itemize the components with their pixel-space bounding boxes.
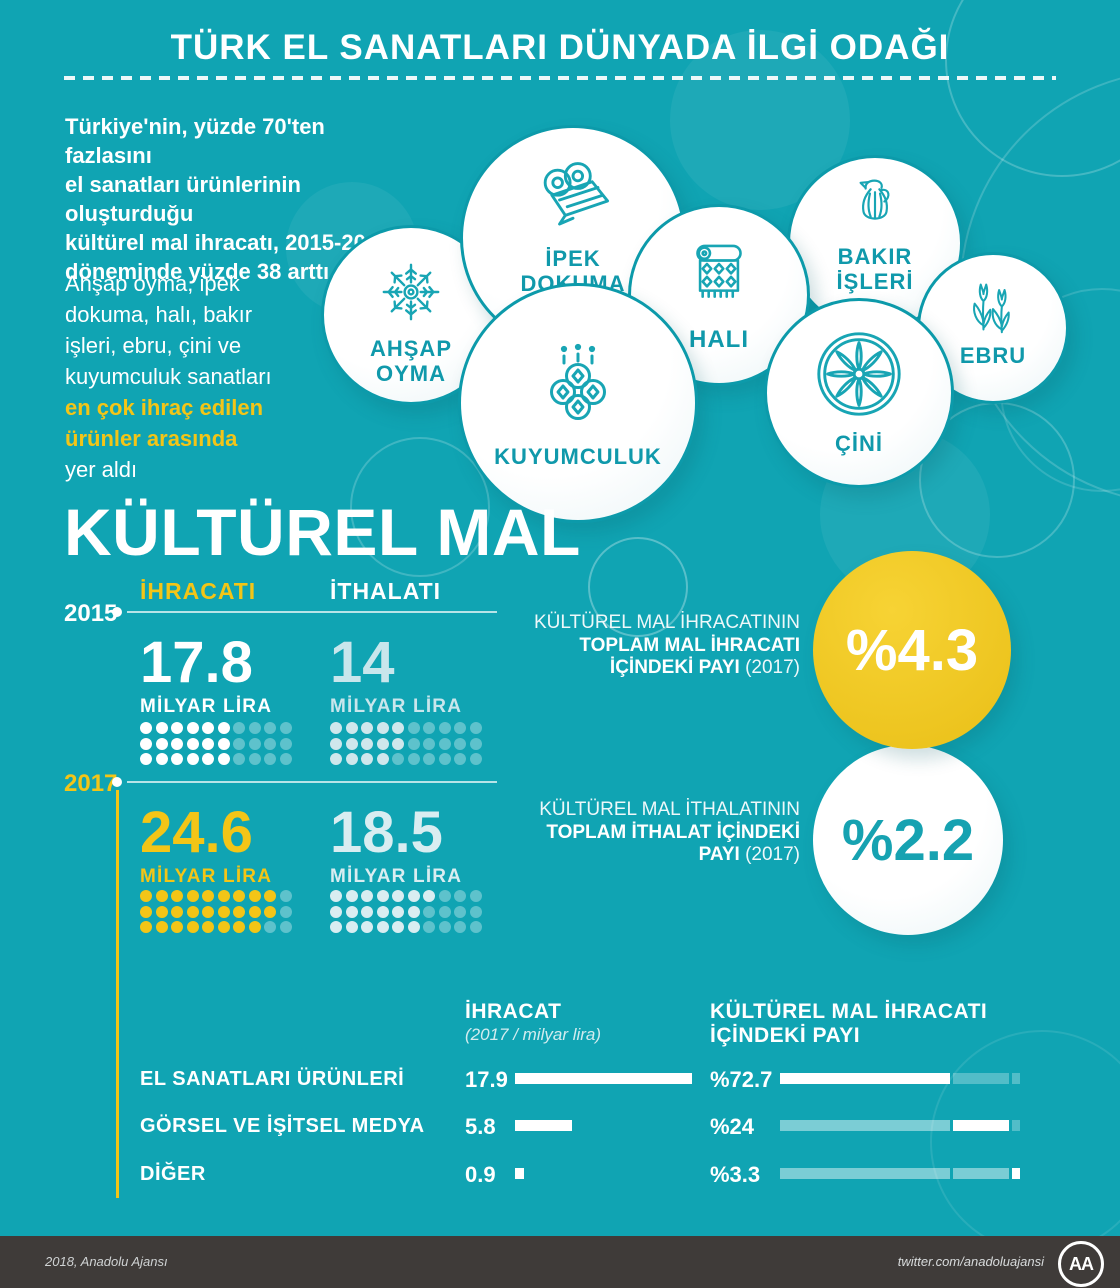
export-unit-2015: MİLYAR LİRA — [140, 696, 273, 717]
intro-line: dokuma, halı, bakır — [65, 302, 253, 327]
intro-line: işleri, ebru, çini ve — [65, 333, 242, 358]
column-header-import: İTHALATI — [330, 578, 442, 604]
row-export-value: 17.9 — [465, 1067, 508, 1092]
row-share-bar — [780, 1168, 1020, 1179]
import-value-2017: 18.5 — [330, 800, 443, 865]
table-header-export: İHRACAT — [465, 1000, 562, 1023]
table-header-share: KÜLTÜREL MAL İHRACATI İÇİNDEKİ PAYI — [710, 1000, 988, 1047]
export-value-2017: 24.6 — [140, 800, 253, 865]
section-heading: KÜLTÜREL MAL — [64, 495, 581, 569]
anadolu-agency-logo-icon: AA — [1058, 1241, 1104, 1287]
footer-credit: 2018, Anadolu Ajansı — [45, 1254, 168, 1269]
row-export-bar — [515, 1073, 692, 1084]
craft-circle-kuyumculuk: KUYUMCULUK — [458, 283, 698, 523]
intro-highlight-line: ürünler arasında — [65, 426, 238, 451]
wood-carving-icon — [382, 263, 440, 321]
kpi-import-share-circle: %2.2 — [813, 745, 1003, 935]
import-unit-2017: MİLYAR LİRA — [330, 866, 463, 887]
year-marker — [112, 777, 122, 787]
table-row: DİĞER 0.9 %3.3 — [0, 1161, 1120, 1187]
row-export-bar — [515, 1120, 572, 1131]
year-line — [127, 781, 497, 783]
jewelry-icon — [550, 343, 606, 420]
year-marker — [112, 607, 122, 617]
craft-label: EBRU — [959, 343, 1027, 368]
row-share-bar — [780, 1120, 1020, 1131]
craft-label: HALI — [689, 326, 749, 353]
intro-line: Türkiye'nin, yüzde 70'ten fazlasını — [65, 114, 325, 168]
import-value-2015: 14 — [330, 630, 395, 695]
footer-bar: 2018, Anadolu Ajansı twitter.com/anadolu… — [0, 1236, 1120, 1288]
craft-label: ÇİNİ — [835, 431, 883, 456]
title-divider — [64, 76, 1056, 80]
page-title: TÜRK EL SANATLARI DÜNYADA İLGİ ODAĞI — [170, 28, 950, 67]
year-label-2017: 2017 — [64, 770, 118, 797]
silk-roll-icon — [543, 162, 609, 226]
row-share-value: %72.7 — [710, 1067, 773, 1092]
row-export-bar — [515, 1168, 524, 1179]
kpi-import-share-label: KÜLTÜREL MAL İTHALATININ TOPLAM İTHALAT … — [539, 799, 800, 865]
table-header-export-sub: (2017 / milyar lira) — [465, 1025, 602, 1044]
craft-circle-hali: HALI — [628, 204, 810, 386]
kpi-export-share-circle: %4.3 — [813, 551, 1011, 749]
decorative-circle — [350, 437, 490, 577]
year-label-2015: 2015 — [64, 600, 118, 627]
intro-highlight-line: en çok ihraç edilen — [65, 395, 264, 420]
craft-label: KUYUMCULUK — [494, 444, 662, 469]
row-label: DİĞER — [140, 1163, 206, 1185]
export-value-2015: 17.8 — [140, 630, 253, 695]
footer-twitter-handle: twitter.com/anadoluajansi — [897, 1254, 1044, 1269]
table-row: GÖRSEL VE İŞİTSEL MEDYA 5.8 %24 — [0, 1113, 1120, 1139]
craft-label: AHŞAP OYMA — [369, 336, 452, 386]
import-dot-matrix-2017 — [330, 890, 482, 933]
decorative-circle — [588, 537, 688, 637]
row-share-bar — [780, 1073, 1020, 1084]
tile-plate-icon — [817, 332, 901, 416]
craft-circle-cini: ÇİNİ — [764, 298, 954, 488]
intro-line: döneminde yüzde 38 arttı — [65, 259, 330, 284]
intro-paragraph-1: Türkiye'nin, yüzde 70'ten fazlasını el s… — [65, 112, 395, 286]
intro-line: Ahşap oyma, ipek — [65, 271, 240, 296]
intro-line: kuyumculuk sanatları — [65, 364, 272, 389]
export-dot-matrix-2015 — [140, 722, 292, 765]
carpet-icon — [696, 244, 742, 298]
row-label: EL SANATLARI ÜRÜNLERİ — [140, 1068, 405, 1090]
marbling-tulip-icon — [973, 283, 1010, 334]
row-share-value: %24 — [710, 1114, 755, 1139]
intro-line: kültürel mal ihracatı, 2015-2017 — [65, 230, 391, 255]
kpi-export-share-label: KÜLTÜREL MAL İHRACATININ TOPLAM MAL İHRA… — [533, 612, 800, 678]
intro-line: yer aldı — [65, 457, 138, 482]
import-unit-2015: MİLYAR LİRA — [330, 696, 463, 717]
craft-label: BAKIR İŞLERİ — [836, 244, 914, 294]
kpi-import-share-value: %2.2 — [841, 807, 975, 873]
export-unit-2017: MİLYAR LİRA — [140, 866, 273, 887]
decorative-circle — [930, 1030, 1120, 1254]
copper-pitcher-icon — [859, 179, 890, 220]
year-line — [127, 611, 497, 613]
row-export-value: 5.8 — [465, 1114, 496, 1139]
table-row: EL SANATLARI ÜRÜNLERİ 17.9 %72.7 — [0, 1066, 1120, 1092]
highlight-vertical-line — [116, 790, 119, 1198]
import-dot-matrix-2015 — [330, 722, 482, 765]
row-share-value: %3.3 — [710, 1162, 761, 1187]
column-header-export: İHRACATI — [140, 578, 257, 604]
intro-paragraph-2: Ahşap oyma, ipek dokuma, halı, bakır işl… — [65, 268, 395, 485]
row-export-value: 0.9 — [465, 1162, 496, 1187]
kpi-export-share-value: %4.3 — [845, 617, 979, 683]
export-dot-matrix-2017 — [140, 890, 292, 933]
row-label: GÖRSEL VE İŞİTSEL MEDYA — [140, 1115, 425, 1137]
intro-line: el sanatları ürünlerinin oluşturduğu — [65, 172, 301, 226]
